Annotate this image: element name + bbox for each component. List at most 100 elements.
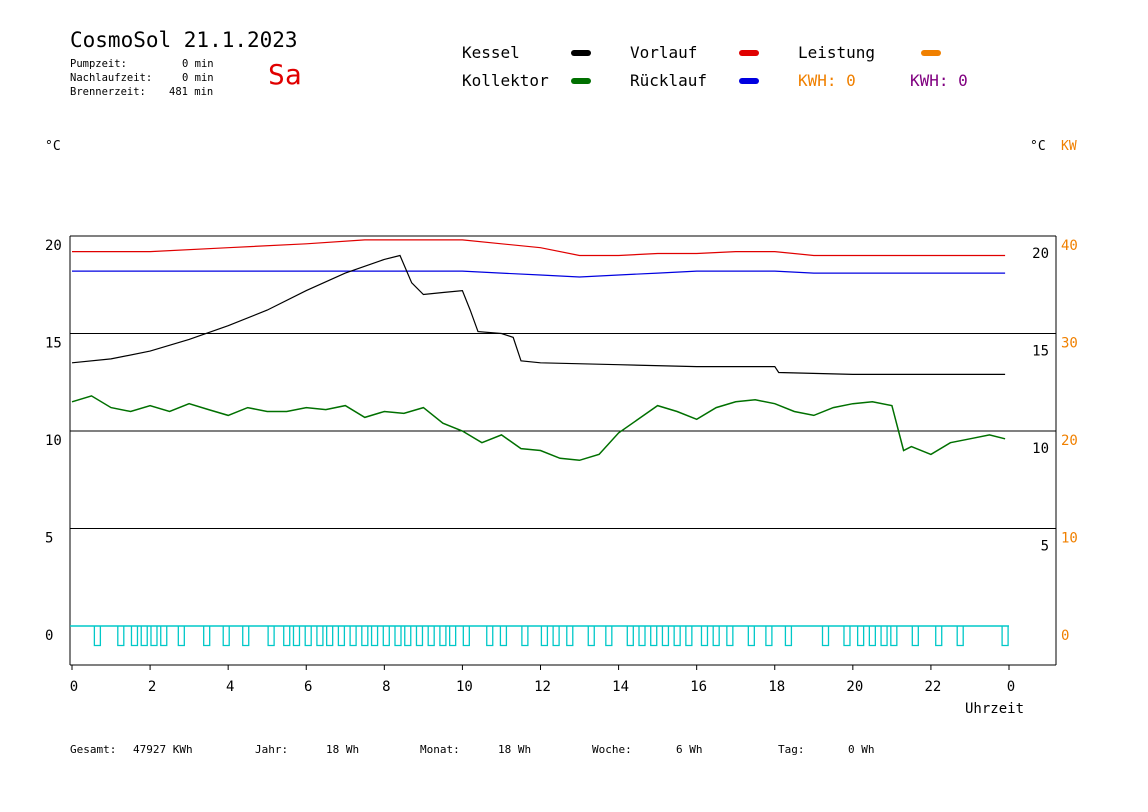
footer-tag-value: 0 Wh xyxy=(848,743,875,756)
pump-pulse xyxy=(566,626,574,647)
series-group xyxy=(70,239,1009,647)
pump-pulse xyxy=(673,626,681,647)
pump-pulse xyxy=(856,626,865,647)
pump-pulse xyxy=(117,626,125,647)
pump-pulse xyxy=(203,626,211,647)
pump-pulse xyxy=(868,626,877,647)
pump-pulse xyxy=(726,626,734,647)
y-tick-label-kw: 40 xyxy=(1061,238,1078,254)
x-tick-label: 6 xyxy=(304,679,312,695)
y-tick-label-kw: 10 xyxy=(1061,531,1078,547)
legend-vorlauf-swatch xyxy=(739,50,759,56)
pump-pulse xyxy=(427,626,435,647)
left-unit-label: °C xyxy=(45,139,61,154)
y-tick-label-right: 15 xyxy=(1032,344,1049,360)
pump-pulse xyxy=(765,626,773,647)
footer-jahr-label: Jahr: xyxy=(255,743,289,756)
x-axis-label: Uhrzeit xyxy=(965,701,1025,717)
pump-pulse xyxy=(486,626,494,647)
legend-leistung-label: Leistung xyxy=(798,43,876,62)
pump-pulse xyxy=(552,626,560,647)
weekday-label: Sa xyxy=(268,58,302,91)
footer-gesamt-value: 47927 KWh xyxy=(133,743,193,756)
y-tick-label-left: 15 xyxy=(45,336,62,352)
burner-time-label: Brennerzeit: xyxy=(70,86,146,98)
legend-kessel-label: Kessel xyxy=(462,43,520,62)
pump-pulse xyxy=(784,626,793,647)
pump-pulse xyxy=(130,626,139,647)
legend-kollektor-swatch xyxy=(571,78,591,84)
pump-pulse xyxy=(935,626,943,647)
pump-pulse xyxy=(605,626,613,647)
x-tick-label: 16 xyxy=(690,679,707,695)
pump-time-value: 0 min xyxy=(182,58,214,70)
pump-pulse xyxy=(880,626,888,647)
pump-pulse xyxy=(177,626,185,647)
pump-pulse xyxy=(638,626,646,647)
afterrun-time-label: Nachlaufzeit: xyxy=(70,72,153,84)
pump-pulse xyxy=(540,626,549,647)
pump-pulse xyxy=(661,626,670,647)
pump-pulse xyxy=(521,626,529,647)
footer-tag-label: Tag: xyxy=(778,743,805,756)
x-tick-label: 20 xyxy=(846,679,863,695)
pump-pulse xyxy=(587,626,595,647)
legend-ruecklauf-swatch xyxy=(739,78,759,84)
afterrun-time-value: 0 min xyxy=(182,72,214,84)
pump-pulse xyxy=(150,626,158,647)
pump-pulse xyxy=(283,626,291,647)
pump-pulse xyxy=(349,626,357,647)
right-kw-unit-label: KW xyxy=(1061,139,1077,154)
series-kessel-line xyxy=(71,254,1006,375)
pump-pulse xyxy=(956,626,964,647)
pump-pulse xyxy=(361,626,369,647)
y-tick-label-right: 5 xyxy=(1041,539,1049,555)
x-tick-label: 0 xyxy=(70,679,78,695)
y-tick-label-right: 10 xyxy=(1032,441,1049,457)
legend-kwh-purple: KWH: 0 xyxy=(910,71,968,90)
pump-pulse xyxy=(449,626,457,647)
y-tick-label-right: 20 xyxy=(1032,246,1049,262)
footer-woche-label: Woche: xyxy=(592,743,632,756)
x-tick-label: 4 xyxy=(226,679,234,695)
series-kollektor-line xyxy=(71,395,1006,462)
pump-pulse xyxy=(415,626,424,647)
pump-pulse xyxy=(843,626,851,647)
footer-woche-value: 6 Wh xyxy=(676,743,703,756)
pump-pulse xyxy=(304,626,312,647)
legend-kollektor-label: Kollektor xyxy=(462,71,549,90)
pump-pulse xyxy=(1001,626,1009,647)
pump-pulse xyxy=(337,626,346,647)
pump-pulse xyxy=(404,626,412,647)
series-vorlauf-line xyxy=(72,239,1006,257)
chart-title: CosmoSol 21.1.2023 xyxy=(70,28,298,52)
x-tick-label: 22 xyxy=(924,679,941,695)
y-tick-label-left: 10 xyxy=(45,433,62,449)
axes xyxy=(69,236,1057,670)
pump-pulse xyxy=(911,626,919,647)
y-tick-label-left: 20 xyxy=(45,238,62,254)
y-tick-label-kw: 30 xyxy=(1061,336,1078,352)
pump-pulse xyxy=(222,626,230,647)
pump-time-label: Pumpzeit: xyxy=(70,58,127,70)
y-tick-label-left: 0 xyxy=(45,628,53,644)
x-tick-label: 12 xyxy=(534,679,551,695)
pump-pulse xyxy=(316,626,324,647)
pump-pulse xyxy=(439,626,447,647)
pump-pulse xyxy=(160,626,168,647)
right-unit-label: °C xyxy=(1030,139,1046,154)
pump-pulse xyxy=(394,626,402,647)
x-tick-label: 0 xyxy=(1007,679,1015,695)
footer-jahr-value: 18 Wh xyxy=(326,743,360,756)
legend-ruecklauf-label: Rücklauf xyxy=(630,71,708,90)
pump-pulse xyxy=(462,626,470,647)
y-tick-label-kw: 0 xyxy=(1061,628,1069,644)
burner-time-value: 481 min xyxy=(169,86,214,98)
legend-kessel-swatch xyxy=(571,50,591,56)
pump-pulse xyxy=(747,626,755,647)
pump-pulse xyxy=(93,626,102,647)
pump-pulse xyxy=(140,626,148,647)
legend-kwh-orange: KWH: 0 xyxy=(798,71,856,90)
